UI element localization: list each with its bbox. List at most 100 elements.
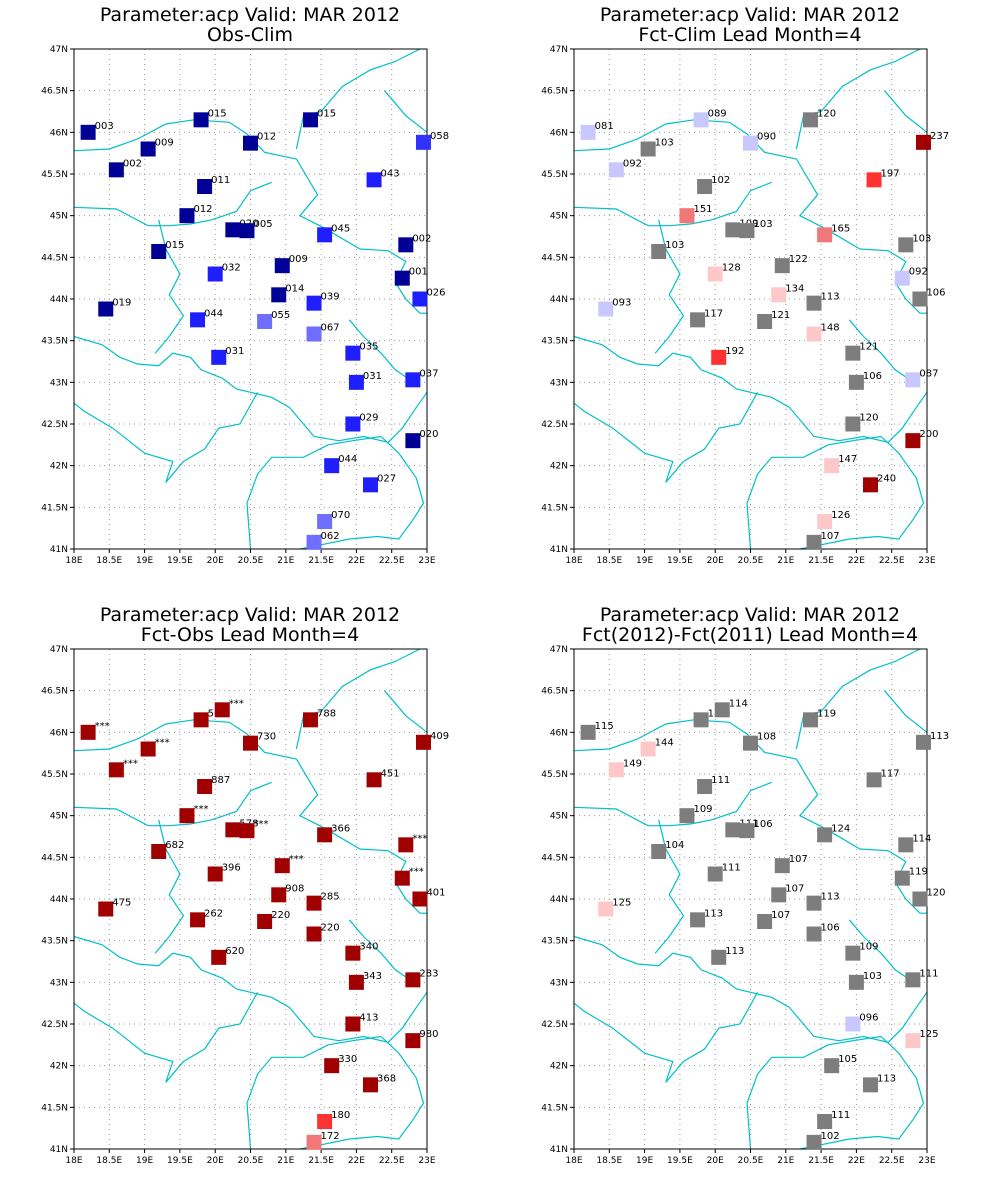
y-tick-label: 43.5N: [41, 337, 68, 347]
x-tick-label: 18E: [65, 556, 82, 566]
station-value-label: 107: [821, 531, 840, 542]
station-value-label: 126: [831, 510, 850, 521]
station-box: [806, 534, 822, 550]
station-box: [771, 287, 787, 303]
station-box: [324, 458, 340, 474]
station-box: [806, 1134, 822, 1150]
station-value-label: 102: [711, 175, 730, 186]
station-box: [239, 823, 255, 839]
boundary-lines: [73, 48, 428, 550]
station-value-label: 012: [193, 204, 212, 215]
station-value-label: 067: [321, 323, 340, 334]
station-box: [317, 227, 333, 243]
station-box: [348, 374, 364, 390]
station-value-label: 165: [831, 223, 850, 234]
station-value-label: 106: [926, 288, 945, 299]
station-box: [898, 237, 914, 253]
boundary-line: [73, 335, 428, 443]
x-tick-label: 21.5E: [808, 1156, 834, 1166]
x-tick-label: 19E: [136, 556, 153, 566]
station-value-label: 113: [704, 908, 723, 919]
station-box: [405, 1033, 421, 1049]
panel-title: Parameter:acp Valid: MAR 2012: [100, 4, 400, 26]
station-box: [774, 858, 790, 874]
station-box: [817, 1114, 833, 1129]
station-value-label: 113: [821, 292, 840, 303]
station-value-label: 192: [725, 346, 744, 357]
station-box: [80, 124, 96, 140]
station-box: [817, 227, 833, 243]
station-box: [257, 914, 273, 929]
station-value-label: 092: [909, 267, 928, 278]
station-value-label: 128: [722, 263, 741, 274]
station-box: [806, 295, 822, 311]
y-tick-label: 46.5N: [41, 87, 68, 97]
station-box: [598, 301, 614, 317]
station-value-label: 620: [225, 946, 244, 957]
station-box: [690, 912, 706, 928]
y-tick-label: 41.5N: [541, 503, 568, 513]
station-value-label: 682: [165, 840, 184, 851]
x-tick-label: 21E: [777, 1156, 794, 1166]
station-box: [711, 349, 727, 365]
station-value-label: 149: [623, 758, 642, 769]
station-value-label: 121: [859, 342, 878, 353]
station-box: [803, 712, 819, 728]
y-tick-label: 44N: [50, 895, 68, 905]
station-box: [190, 912, 206, 928]
station-value-label: 368: [377, 1073, 396, 1084]
station-value-label: 172: [321, 1131, 340, 1142]
station-box: [905, 1033, 921, 1049]
station-box: [363, 1077, 379, 1093]
station-box: [848, 974, 864, 990]
station-box: [271, 287, 287, 303]
station-value-label: 220: [321, 923, 340, 934]
station-box: [80, 724, 96, 740]
y-tick-label: 44.5N: [41, 253, 68, 263]
station-box: [739, 823, 755, 839]
station-value-label: 262: [204, 908, 223, 919]
boundary-line: [165, 992, 259, 1083]
station-value-label: 019: [112, 298, 131, 309]
y-tick-label: 41N: [550, 545, 568, 555]
boundary-line: [746, 1044, 829, 1150]
station-value-label: 108: [757, 732, 776, 743]
station-box: [725, 822, 741, 838]
x-tick-label: 19.5E: [167, 1156, 193, 1166]
station-value-label: 092: [623, 158, 642, 169]
station-box: [693, 712, 709, 728]
station-value-label: 090: [757, 132, 776, 143]
station-box: [366, 772, 382, 788]
boundary-line: [328, 435, 382, 446]
station-box: [394, 870, 410, 886]
station-box: [866, 172, 882, 188]
station-box: [803, 112, 819, 128]
x-tick-label: 18.5E: [596, 556, 622, 566]
panel-svg: Parameter:acp Valid: MAR 2012 Fct-Clim L…: [541, 4, 949, 566]
station-value-label: 103: [912, 233, 931, 244]
station-value-label: 340: [359, 942, 378, 953]
y-tick-label: 43N: [550, 978, 568, 988]
station-value-label: 081: [595, 121, 614, 132]
station-value-label: 401: [426, 888, 445, 899]
station-value-label: 117: [881, 768, 900, 779]
station-value-label: 011: [211, 175, 230, 186]
station-value-label: 396: [222, 863, 241, 874]
station-box: [108, 162, 124, 178]
station-box: [817, 827, 833, 843]
station-value-label: 200: [919, 429, 938, 440]
station-value-label: ***: [253, 819, 268, 830]
y-tick-label: 44.5N: [541, 253, 568, 263]
station-value-label: 015: [317, 108, 336, 119]
station-value-label: 103: [655, 138, 674, 149]
x-tick-label: 21E: [277, 1156, 294, 1166]
station-box: [317, 514, 333, 529]
station-box: [193, 112, 209, 128]
y-tick-label: 43.5N: [41, 937, 68, 947]
y-tick-label: 42N: [550, 462, 568, 472]
station-value-label: 119: [817, 708, 836, 719]
station-box: [679, 208, 695, 224]
station-value-label: 134: [785, 283, 804, 294]
station-value-label: 475: [112, 898, 131, 909]
y-tick-label: 42N: [50, 462, 68, 472]
